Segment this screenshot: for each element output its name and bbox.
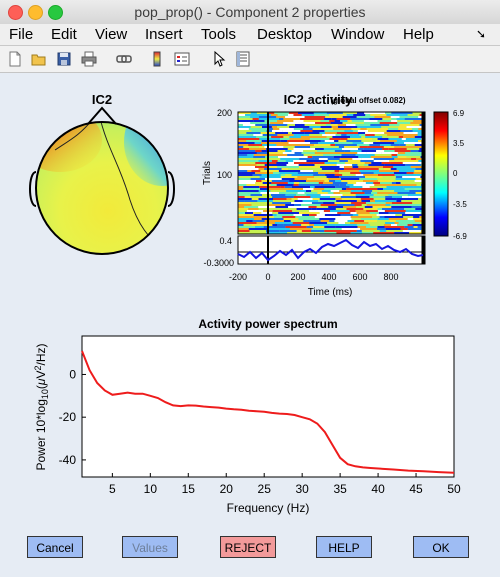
scalp-map [29,106,175,255]
spectrum-x-tick: 15 [182,482,196,496]
menu-insert[interactable]: Insert [145,26,183,43]
spectrum-x-tick: 40 [371,482,385,496]
erp-colorbar [433,111,449,237]
window-title: pop_prop() - Component 2 properties [134,4,366,20]
menu-help[interactable]: Help [403,26,434,43]
erp-x-tick: -200 [229,272,247,282]
spectrum-y-tick: -40 [59,453,77,467]
erp-x-tick: 400 [321,272,336,282]
spectrum-x-tick: 25 [258,482,272,496]
colorbar-tick: 0 [453,169,458,178]
erp-time-label: Time (ms) [308,287,353,298]
erp-trial-tick: 100 [217,170,232,180]
zoom-window-icon[interactable] [48,5,63,20]
pointer-icon[interactable] [210,50,228,68]
values-button: Values [122,536,178,558]
erp-x-tick: 0 [265,272,270,282]
power-spectrum-ylabel: Power 10*log10(μV2/Hz) [33,343,50,470]
colorbar-tick: -6.9 [453,232,467,241]
spectrum-y-tick: 0 [69,367,76,381]
minimize-window-icon[interactable] [28,5,43,20]
erp-x-tick: 800 [383,272,398,282]
print-icon[interactable] [80,50,98,68]
colorbar-tick: -3.5 [453,200,467,209]
power-spectrum-axes [81,335,455,478]
menu-view[interactable]: View [95,26,128,43]
scalp-map-title: IC2 [92,92,112,107]
menu-file[interactable]: File [9,26,34,43]
menu-overflow-icon[interactable]: ➘ [476,27,487,41]
spectrum-line [81,350,455,474]
erp-trials-label: Trials [202,161,213,185]
spectrum-y-tick: -20 [59,410,77,424]
figure-canvas: IC2 IC2 activity (global offset 0.082) [0,73,500,577]
legend-icon[interactable] [173,50,191,68]
close-window-icon[interactable] [8,5,23,20]
open-icon[interactable] [30,50,48,68]
cancel-button[interactable]: Cancel [27,536,83,558]
spectrum-x-tick: 20 [220,482,234,496]
erp-image-title: IC2 activity [284,92,353,107]
power-spectrum-xlabel: Frequency (Hz) [227,501,310,515]
reject-button[interactable]: REJECT [220,536,276,558]
erp-trial-tick: 200 [217,108,232,118]
save-icon[interactable] [55,50,73,68]
menu-edit[interactable]: Edit [51,26,77,43]
spectrum-x-tick: 10 [144,482,158,496]
property-editor-icon[interactable] [234,50,252,68]
erp-trace-tick: 0.4 [219,236,232,246]
erp-image [237,111,426,235]
toolbar [0,46,500,73]
new-icon[interactable] [6,50,24,68]
erp-trace-tick: -0.3000 [203,258,234,268]
menu-window[interactable]: Window [331,26,385,43]
colorbar-icon[interactable] [148,50,166,68]
menu-bar: File Edit View Insert Tools Desktop Wind… [0,24,500,46]
ok-button[interactable]: OK [413,536,469,558]
spectrum-x-tick: 35 [333,482,347,496]
spectrum-x-tick: 50 [447,482,461,496]
spectrum-x-tick: 30 [295,482,309,496]
power-spectrum-title: Activity power spectrum [198,317,337,331]
spectrum-x-tick: 45 [409,482,423,496]
colorbar-tick: 6.9 [453,109,465,118]
erp-x-tick: 200 [290,272,305,282]
link-icon[interactable] [115,50,133,68]
help-button[interactable]: HELP [316,536,372,558]
menu-tools[interactable]: Tools [201,26,237,43]
erp-average-trace [237,235,426,265]
title-bar: pop_prop() - Component 2 properties [0,0,500,25]
erp-x-tick: 600 [352,272,367,282]
spectrum-x-tick: 5 [109,482,116,496]
erp-image-subtitle: (global offset 0.082) [330,96,405,105]
colorbar-tick: 3.5 [453,139,465,148]
menu-desktop[interactable]: Desktop [257,26,313,43]
